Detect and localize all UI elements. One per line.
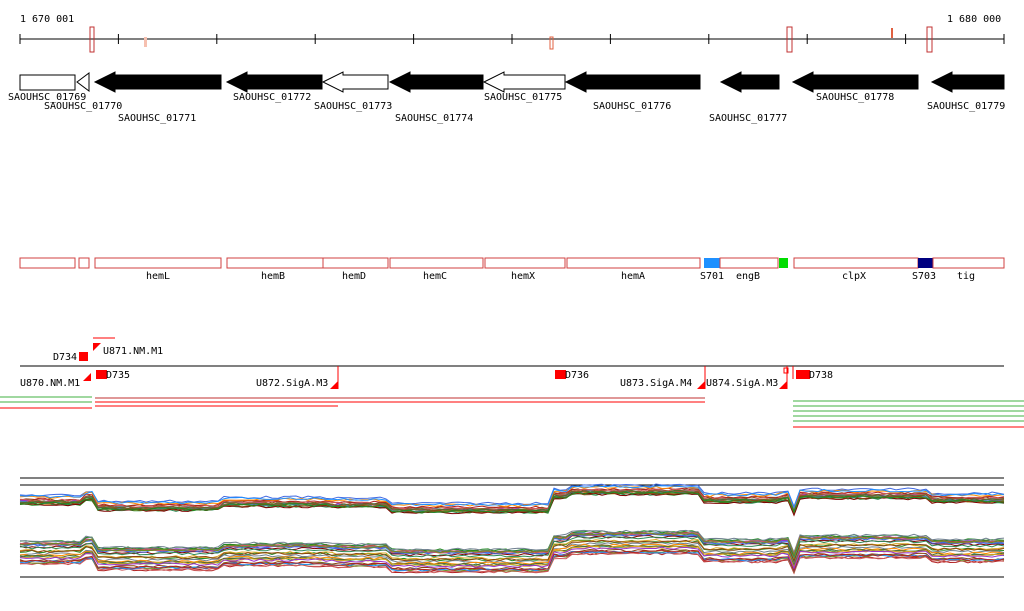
gene-label: SAOUHSC_01777 xyxy=(709,113,787,124)
gene-box-hemL[interactable] xyxy=(94,257,222,269)
feature-marker-U872[interactable] xyxy=(330,381,338,389)
gene-arrow-SAOUHSC_01770[interactable] xyxy=(76,72,90,92)
coordinate-ruler: 1 670 001 1 680 000 xyxy=(19,14,1005,53)
gene-arrow-SAOUHSC_01774[interactable] xyxy=(388,71,484,93)
feature-label: U872.SigA.M3 xyxy=(256,378,328,389)
gene-label: SAOUHSC_01772 xyxy=(233,92,311,103)
gene-box-hemB[interactable] xyxy=(226,257,324,269)
gene-name-label: clpX xyxy=(842,271,866,282)
feature-label: D736 xyxy=(565,370,589,381)
feature-marker-D738[interactable] xyxy=(796,370,810,379)
gene-label: SAOUHSC_01779 xyxy=(927,101,1005,112)
feature-label: D738 xyxy=(809,370,833,381)
gene-label: SAOUHSC_01771 xyxy=(118,113,196,124)
expression-profiles xyxy=(19,477,1005,578)
gene-name-label: hemC xyxy=(423,271,447,282)
feature-marker-U870[interactable] xyxy=(83,373,91,381)
feature-track: D734 U871.NM.M1 U870.NM.M1 D735 U872.Sig… xyxy=(0,337,1024,428)
gene-label: SAOUHSC_01775 xyxy=(484,92,562,103)
feature-marker-U874[interactable] xyxy=(779,381,787,389)
gene-box-hemC[interactable] xyxy=(389,257,484,269)
gene-arrow-SAOUHSC_01772[interactable] xyxy=(225,71,323,93)
gene-name-label: S701 xyxy=(700,271,724,282)
gene-label: SAOUHSC_01774 xyxy=(395,113,473,124)
gene-box-clpX[interactable] xyxy=(793,257,919,269)
gene-name-label: hemD xyxy=(342,271,366,282)
gene-box-engB[interactable] xyxy=(719,257,779,269)
gene-arrow-SAOUHSC_01771[interactable] xyxy=(93,71,222,93)
gene-arrow-SAOUHSC_01775[interactable] xyxy=(482,71,566,93)
gene-label: SAOUHSC_01773 xyxy=(314,101,392,112)
gene-arrow-SAOUHSC_01776[interactable] xyxy=(564,71,701,93)
feature-label: D735 xyxy=(106,370,130,381)
feature-label: U870.NM.M1 xyxy=(20,378,80,389)
feature-marker-D735[interactable] xyxy=(96,370,107,379)
gene-arrow-SAOUHSC_01779[interactable] xyxy=(930,71,1005,93)
gene-name-label: tig xyxy=(957,271,975,282)
gene-label: SAOUHSC_01769 xyxy=(8,92,86,103)
gene-track: SAOUHSC_01769 SAOUHSC_01770 SAOUHSC_0177… xyxy=(8,71,1005,124)
gene-box[interactable] xyxy=(78,257,90,269)
gene-name-label: hemL xyxy=(146,271,170,282)
feature-marker-D734[interactable] xyxy=(79,352,88,361)
gene-box-hemD[interactable] xyxy=(322,257,389,269)
feature-label: D734 xyxy=(53,352,77,363)
gene-arrow-SAOUHSC_01769[interactable] xyxy=(19,74,76,91)
gene-box[interactable] xyxy=(19,257,76,269)
feature-label: U874.SigA.M3 xyxy=(706,378,778,389)
gene-box-S701[interactable] xyxy=(704,258,720,268)
gene-box-S703[interactable] xyxy=(918,258,933,268)
gene-box-tig[interactable] xyxy=(932,257,1005,269)
ruler-start-label: 1 670 001 xyxy=(20,14,74,25)
gene-label: SAOUHSC_01778 xyxy=(816,92,894,103)
ruler-end-label: 1 680 000 xyxy=(947,14,1001,25)
gene-name-track: hemL hemB hemD hemC hemX hemA S701 engB … xyxy=(19,257,1005,282)
green-marker[interactable] xyxy=(779,258,788,268)
feature-label: U873.SigA.M4 xyxy=(620,378,692,389)
gene-name-label: hemA xyxy=(621,271,645,282)
gene-arrow-SAOUHSC_01777[interactable] xyxy=(719,71,780,93)
gene-label: SAOUHSC_01770 xyxy=(44,101,122,112)
ruler-highlight-marks xyxy=(89,26,933,53)
gene-label: SAOUHSC_01776 xyxy=(593,101,671,112)
gene-box-hemA[interactable] xyxy=(566,257,701,269)
feature-marker-U873[interactable] xyxy=(697,381,705,389)
gene-arrow-SAOUHSC_01778[interactable] xyxy=(791,71,919,93)
gene-name-label: S703 xyxy=(912,271,936,282)
gene-name-label: hemX xyxy=(511,271,535,282)
feature-marker-D736[interactable] xyxy=(555,370,566,379)
gene-name-label: hemB xyxy=(261,271,285,282)
gene-box-hemX[interactable] xyxy=(484,257,566,269)
feature-label: U871.NM.M1 xyxy=(103,346,163,357)
feature-marker-U871[interactable] xyxy=(93,343,101,351)
gene-arrow-SAOUHSC_01773[interactable] xyxy=(321,71,389,93)
gene-name-label: engB xyxy=(736,271,760,282)
